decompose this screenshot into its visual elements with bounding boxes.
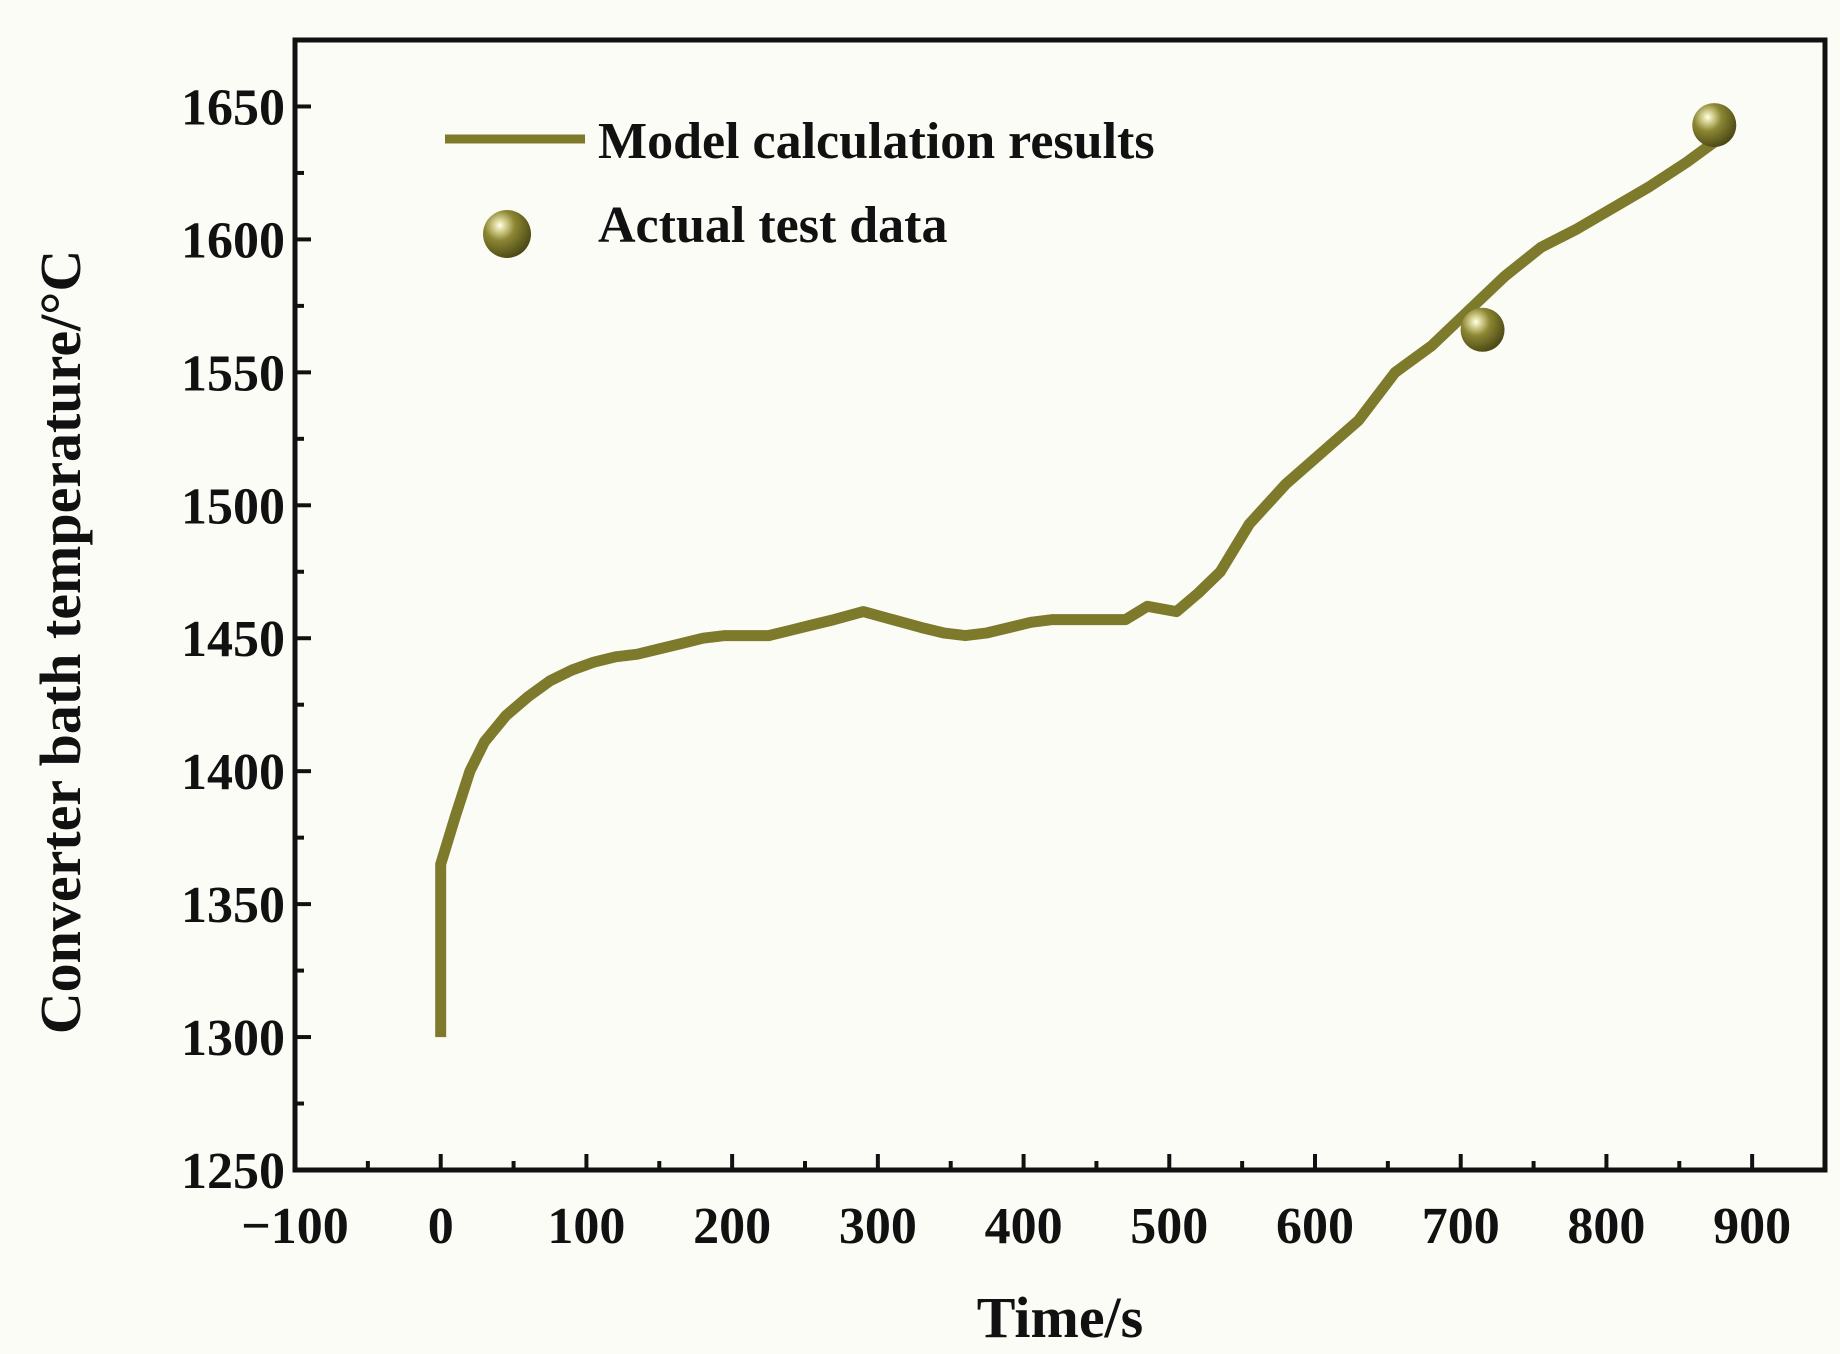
y-tick-label: 1300 <box>181 1010 285 1067</box>
plot-area <box>292 37 1828 1173</box>
y-tick-label: 1250 <box>181 1143 285 1200</box>
legend: Model calculation results Actual test da… <box>445 113 1155 258</box>
x-axis-title: Time/s <box>977 1285 1144 1350</box>
x-tick-label: 400 <box>985 1198 1063 1255</box>
actual-test-point <box>1460 307 1505 352</box>
y-tick-label: 1400 <box>181 744 285 801</box>
legend-label-actual: Actual test data <box>598 197 948 254</box>
y-tick-label: 1650 <box>181 79 285 136</box>
y-tick-label: 1350 <box>181 877 285 934</box>
y-tick-label: 1500 <box>181 478 285 535</box>
x-tick-label: 600 <box>1276 1198 1354 1255</box>
actual-test-point <box>1692 103 1737 148</box>
y-tick-label: 1600 <box>181 212 285 269</box>
series-layer <box>435 103 1737 1038</box>
legend-marker-swatch <box>483 210 531 258</box>
x-tick-label: 200 <box>693 1198 771 1255</box>
model-calculation-line <box>435 136 1719 1038</box>
x-tick-label: 500 <box>1130 1198 1208 1255</box>
y-axis-ticks: 1250 1300 1350 1400 1450 1500 1550 1600 1650 <box>181 79 311 1200</box>
legend-label-model: Model calculation results <box>598 113 1155 170</box>
x-tick-label: 300 <box>839 1198 917 1255</box>
y-tick-label: 1450 <box>181 611 285 668</box>
x-axis-ticks: −100 0 100 200 300 400 500 600 700 800 900 <box>241 1154 1791 1255</box>
x-tick-label: −100 <box>241 1198 349 1255</box>
x-tick-label: 700 <box>1422 1198 1500 1255</box>
x-tick-label: 800 <box>1567 1198 1645 1255</box>
x-tick-label: 100 <box>547 1198 625 1255</box>
y-tick-label: 1550 <box>181 345 285 402</box>
x-tick-label: 0 <box>428 1198 454 1255</box>
y-axis-title: Converter bath temperature/°C <box>28 250 93 1035</box>
x-tick-label: 900 <box>1713 1198 1791 1255</box>
